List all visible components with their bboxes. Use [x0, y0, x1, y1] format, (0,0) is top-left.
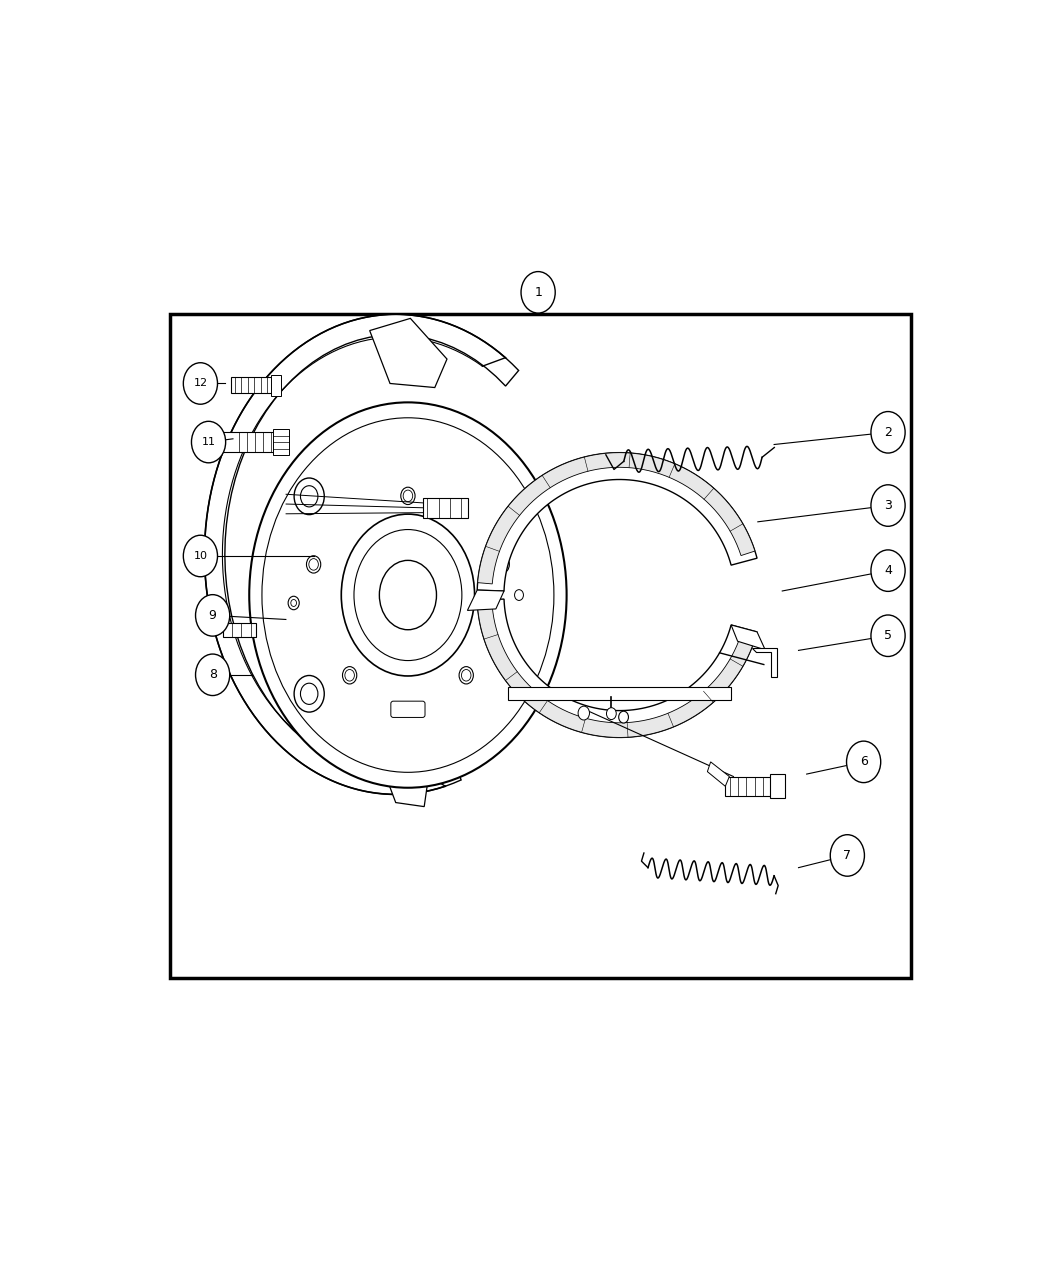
- Polygon shape: [708, 762, 730, 787]
- Bar: [170, 315, 910, 978]
- Ellipse shape: [191, 421, 226, 463]
- Ellipse shape: [521, 272, 555, 314]
- Text: 10: 10: [193, 551, 208, 561]
- Ellipse shape: [514, 589, 524, 601]
- Polygon shape: [753, 648, 777, 677]
- Ellipse shape: [607, 708, 616, 719]
- Ellipse shape: [870, 550, 905, 592]
- Text: 5: 5: [884, 630, 892, 643]
- Ellipse shape: [184, 536, 217, 576]
- Ellipse shape: [300, 683, 318, 704]
- Bar: [508, 687, 731, 700]
- Ellipse shape: [459, 667, 474, 683]
- Ellipse shape: [403, 490, 413, 501]
- Ellipse shape: [205, 430, 224, 454]
- Polygon shape: [467, 590, 504, 611]
- Text: 12: 12: [193, 379, 208, 389]
- Text: 2: 2: [884, 426, 892, 439]
- Bar: [423, 499, 468, 518]
- Polygon shape: [383, 746, 428, 807]
- Ellipse shape: [870, 484, 905, 527]
- Ellipse shape: [344, 669, 355, 681]
- Ellipse shape: [307, 556, 320, 572]
- Bar: [770, 774, 784, 798]
- Ellipse shape: [300, 486, 318, 507]
- Text: 8: 8: [209, 668, 216, 681]
- Polygon shape: [478, 453, 755, 584]
- Polygon shape: [477, 599, 757, 737]
- Ellipse shape: [618, 711, 629, 723]
- Ellipse shape: [846, 741, 881, 783]
- Bar: [224, 622, 256, 638]
- Polygon shape: [370, 319, 447, 388]
- Bar: [206, 432, 279, 451]
- Ellipse shape: [249, 403, 567, 788]
- Ellipse shape: [195, 654, 230, 696]
- Ellipse shape: [184, 362, 217, 404]
- Text: 4: 4: [884, 564, 892, 578]
- Text: 11: 11: [202, 437, 215, 448]
- Ellipse shape: [496, 556, 509, 572]
- Ellipse shape: [195, 594, 230, 636]
- Bar: [726, 776, 774, 796]
- Ellipse shape: [461, 669, 471, 681]
- Polygon shape: [477, 453, 757, 592]
- Ellipse shape: [288, 597, 299, 609]
- Ellipse shape: [341, 514, 475, 676]
- Ellipse shape: [870, 412, 905, 453]
- Bar: [271, 375, 281, 395]
- Ellipse shape: [831, 835, 864, 876]
- Ellipse shape: [342, 667, 357, 683]
- Ellipse shape: [261, 418, 554, 773]
- Polygon shape: [478, 606, 755, 737]
- Ellipse shape: [354, 529, 462, 660]
- Polygon shape: [205, 315, 519, 794]
- Ellipse shape: [291, 599, 296, 607]
- Polygon shape: [731, 625, 765, 650]
- FancyBboxPatch shape: [391, 701, 425, 718]
- Ellipse shape: [401, 487, 415, 505]
- Text: 1: 1: [534, 286, 542, 298]
- Ellipse shape: [294, 478, 324, 515]
- Ellipse shape: [379, 561, 437, 630]
- Ellipse shape: [870, 615, 905, 657]
- Text: 3: 3: [884, 499, 892, 513]
- Bar: [231, 377, 275, 393]
- Ellipse shape: [498, 558, 507, 570]
- Text: 9: 9: [209, 609, 216, 622]
- Ellipse shape: [309, 558, 318, 570]
- Ellipse shape: [209, 436, 219, 448]
- Text: 7: 7: [843, 849, 852, 862]
- Bar: [273, 430, 289, 455]
- Ellipse shape: [294, 676, 324, 713]
- Ellipse shape: [579, 706, 589, 720]
- Text: 6: 6: [860, 755, 867, 769]
